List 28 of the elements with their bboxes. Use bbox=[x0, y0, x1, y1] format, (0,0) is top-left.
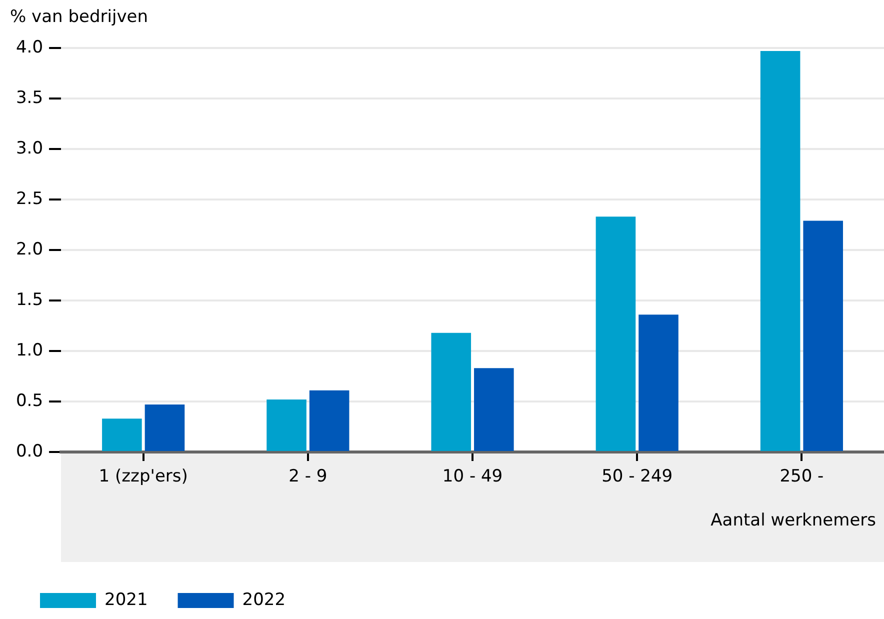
bar bbox=[266, 399, 306, 451]
x-tick-label: 50 - 249 bbox=[602, 466, 673, 487]
y-tick-label: 0.0 bbox=[16, 441, 44, 462]
x-tick-label: 2 - 9 bbox=[288, 466, 328, 487]
y-tick-label: 2.5 bbox=[16, 188, 44, 209]
bar bbox=[431, 332, 472, 451]
y-tick-label: 3.5 bbox=[16, 88, 44, 108]
bar bbox=[760, 51, 800, 451]
x-tick-label: 1 (zzp'ers) bbox=[98, 466, 188, 487]
bar bbox=[102, 418, 142, 451]
bar bbox=[474, 368, 514, 451]
bar bbox=[309, 390, 350, 451]
y-tick-label: 1.0 bbox=[16, 340, 44, 360]
x-tick-label: 10 - 49 bbox=[442, 466, 503, 487]
y-axis-title: % van bedrijven bbox=[10, 6, 148, 27]
y-tick-label: 2.0 bbox=[16, 239, 44, 260]
x-axis-title: Aantal werknemers bbox=[710, 510, 876, 530]
bar bbox=[803, 220, 843, 451]
y-tick-label: 3.0 bbox=[16, 138, 44, 158]
y-tick-label: 4.0 bbox=[16, 37, 44, 58]
legend-label: 2021 bbox=[104, 590, 148, 610]
y-tick-label: 1.5 bbox=[16, 290, 44, 310]
bar bbox=[144, 404, 185, 451]
x-tick-label: 250 - bbox=[780, 466, 824, 487]
bar bbox=[638, 314, 678, 451]
bar bbox=[596, 216, 636, 451]
y-tick-label: 0.5 bbox=[16, 390, 44, 411]
legend-label: 2022 bbox=[242, 590, 286, 610]
